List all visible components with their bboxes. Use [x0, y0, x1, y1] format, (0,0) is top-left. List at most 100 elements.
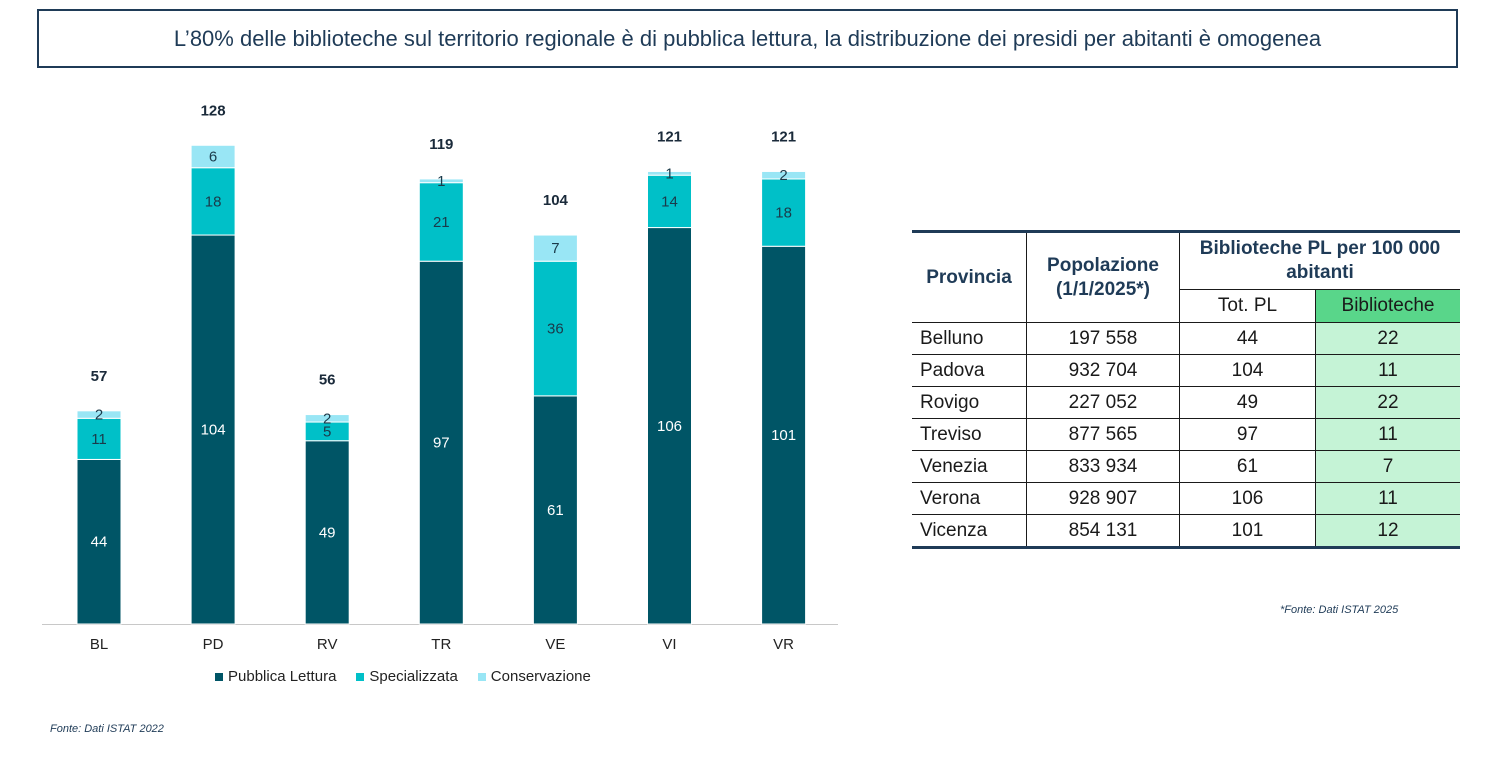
- table-row: Venezia 833 934 61 7: [912, 450, 1460, 483]
- data-label: 6: [209, 149, 217, 166]
- cell-popolazione: 197 558: [1026, 322, 1180, 355]
- data-label: 49: [319, 524, 336, 541]
- data-label: 106: [657, 418, 682, 435]
- cell-provincia: Rovigo: [912, 386, 1027, 419]
- data-label: 2: [323, 410, 331, 427]
- bar-segment: [761, 245, 807, 625]
- data-label: 101: [771, 427, 796, 444]
- data-label: 104: [201, 422, 226, 439]
- x-tick-label: VI: [662, 636, 676, 653]
- header-biblioteche: Biblioteche: [1315, 289, 1460, 323]
- cell-popolazione: 854 131: [1026, 514, 1180, 549]
- bar-segment: [532, 395, 578, 625]
- table-row: Verona 928 907 106 11: [912, 482, 1460, 515]
- bar-segment: [190, 144, 236, 169]
- legend-label: Pubblica Lettura: [228, 668, 337, 685]
- data-label: 2: [95, 407, 103, 424]
- legend-label: Conservazione: [490, 668, 591, 685]
- cell-provincia: Verona: [912, 482, 1027, 515]
- bar-segment: [418, 260, 464, 625]
- chart-legend: Pubblica Lettura Specializzata Conservaz…: [215, 668, 591, 685]
- chart-source-note: Fonte: Dati ISTAT 2022: [50, 723, 164, 735]
- province-table: Provincia Popolazione (1/1/2025*) Biblio…: [912, 230, 1460, 549]
- x-tick-label: PD: [203, 636, 224, 653]
- table-source-note: *Fonte: Dati ISTAT 2025: [1280, 604, 1399, 616]
- cell-provincia: Venezia: [912, 450, 1027, 483]
- data-label: 7: [551, 240, 559, 257]
- bar-segment: [304, 440, 350, 625]
- total-label: 56: [319, 372, 336, 389]
- data-label: 44: [91, 534, 108, 551]
- cell-provincia: Vicenza: [912, 514, 1027, 549]
- cell-popolazione: 833 934: [1026, 450, 1180, 483]
- bar-segment: [190, 234, 236, 625]
- total-label: 119: [429, 136, 453, 153]
- bar-segment: [761, 170, 807, 180]
- legend-item-conservazione: Conservazione: [477, 668, 591, 685]
- data-label: 36: [547, 321, 564, 338]
- cell-tot-pl: 97: [1179, 418, 1316, 451]
- bar-segment: [418, 178, 464, 184]
- data-label: 18: [205, 193, 222, 210]
- bar-segment: [532, 260, 578, 397]
- total-label: 104: [543, 192, 569, 209]
- cell-biblioteche: 11: [1315, 418, 1460, 451]
- cell-popolazione: 877 565: [1026, 418, 1180, 451]
- cell-popolazione: 928 907: [1026, 482, 1180, 515]
- cell-biblioteche: 7: [1315, 450, 1460, 483]
- x-tick-label: VR: [773, 636, 794, 653]
- cell-tot-pl: 104: [1179, 354, 1316, 387]
- header-tot-pl: Tot. PL: [1179, 289, 1316, 323]
- bar-segment: [647, 227, 692, 625]
- legend-label: Specializzata: [369, 668, 458, 685]
- legend-item-pubblica-lettura: Pubblica Lettura: [215, 668, 336, 685]
- cell-tot-pl: 49: [1179, 386, 1316, 419]
- cell-tot-pl: 61: [1179, 450, 1316, 483]
- bar-segment: [418, 182, 464, 262]
- bar-segment: [76, 417, 122, 460]
- table-row: Padova 932 704 104 11: [912, 354, 1460, 387]
- legend-swatch: [215, 672, 223, 681]
- table-row: Vicenza 854 131 101 12: [912, 514, 1460, 549]
- cell-biblioteche: 22: [1315, 386, 1460, 419]
- x-tick-label: BL: [90, 636, 108, 653]
- cell-popolazione: 932 704: [1026, 354, 1180, 387]
- cell-biblioteche: 22: [1315, 322, 1460, 355]
- header-provincia: Provincia: [912, 230, 1027, 323]
- legend-item-specializzata: Specializzata: [356, 668, 458, 685]
- total-label: 121: [657, 128, 682, 145]
- page-title: L’80% delle biblioteche sul territorio r…: [37, 9, 1458, 68]
- data-label: 2: [779, 167, 787, 184]
- data-label: 1: [437, 173, 445, 190]
- cell-tot-pl: 101: [1179, 514, 1316, 549]
- bar-segment: [76, 410, 122, 419]
- x-tick-label: RV: [317, 636, 338, 653]
- header-popolazione: Popolazione (1/1/2025*): [1026, 230, 1180, 323]
- table-row: Rovigo 227 052 49 22: [912, 386, 1460, 419]
- bar-segment: [647, 174, 692, 229]
- cell-provincia: Treviso: [912, 418, 1027, 451]
- cell-popolazione: 227 052: [1026, 386, 1180, 419]
- cell-tot-pl: 44: [1179, 322, 1316, 355]
- cell-provincia: Padova: [912, 354, 1027, 387]
- table-row: Belluno 197 558 44 22: [912, 322, 1460, 355]
- cell-biblioteche: 12: [1315, 514, 1460, 549]
- cell-biblioteche: 11: [1315, 354, 1460, 387]
- header-biblioteche-group: Biblioteche PL per 100 000 abitanti: [1179, 230, 1460, 290]
- data-label: 97: [433, 435, 450, 452]
- table-row: Treviso 877 565 97 11: [912, 418, 1460, 451]
- data-label: 11: [91, 431, 107, 448]
- data-label: 21: [433, 214, 450, 231]
- total-label: 121: [771, 128, 796, 145]
- data-label: 18: [775, 205, 792, 222]
- bar-segment: [761, 178, 807, 247]
- bar-segment: [304, 414, 350, 423]
- data-label: 5: [323, 423, 331, 440]
- bar-segment: [647, 170, 692, 176]
- legend-swatch: [477, 672, 486, 681]
- total-label: 128: [201, 102, 226, 119]
- cell-provincia: Belluno: [912, 322, 1027, 355]
- data-label: 61: [547, 502, 564, 519]
- cell-tot-pl: 106: [1179, 482, 1316, 515]
- data-label: 1: [665, 165, 673, 182]
